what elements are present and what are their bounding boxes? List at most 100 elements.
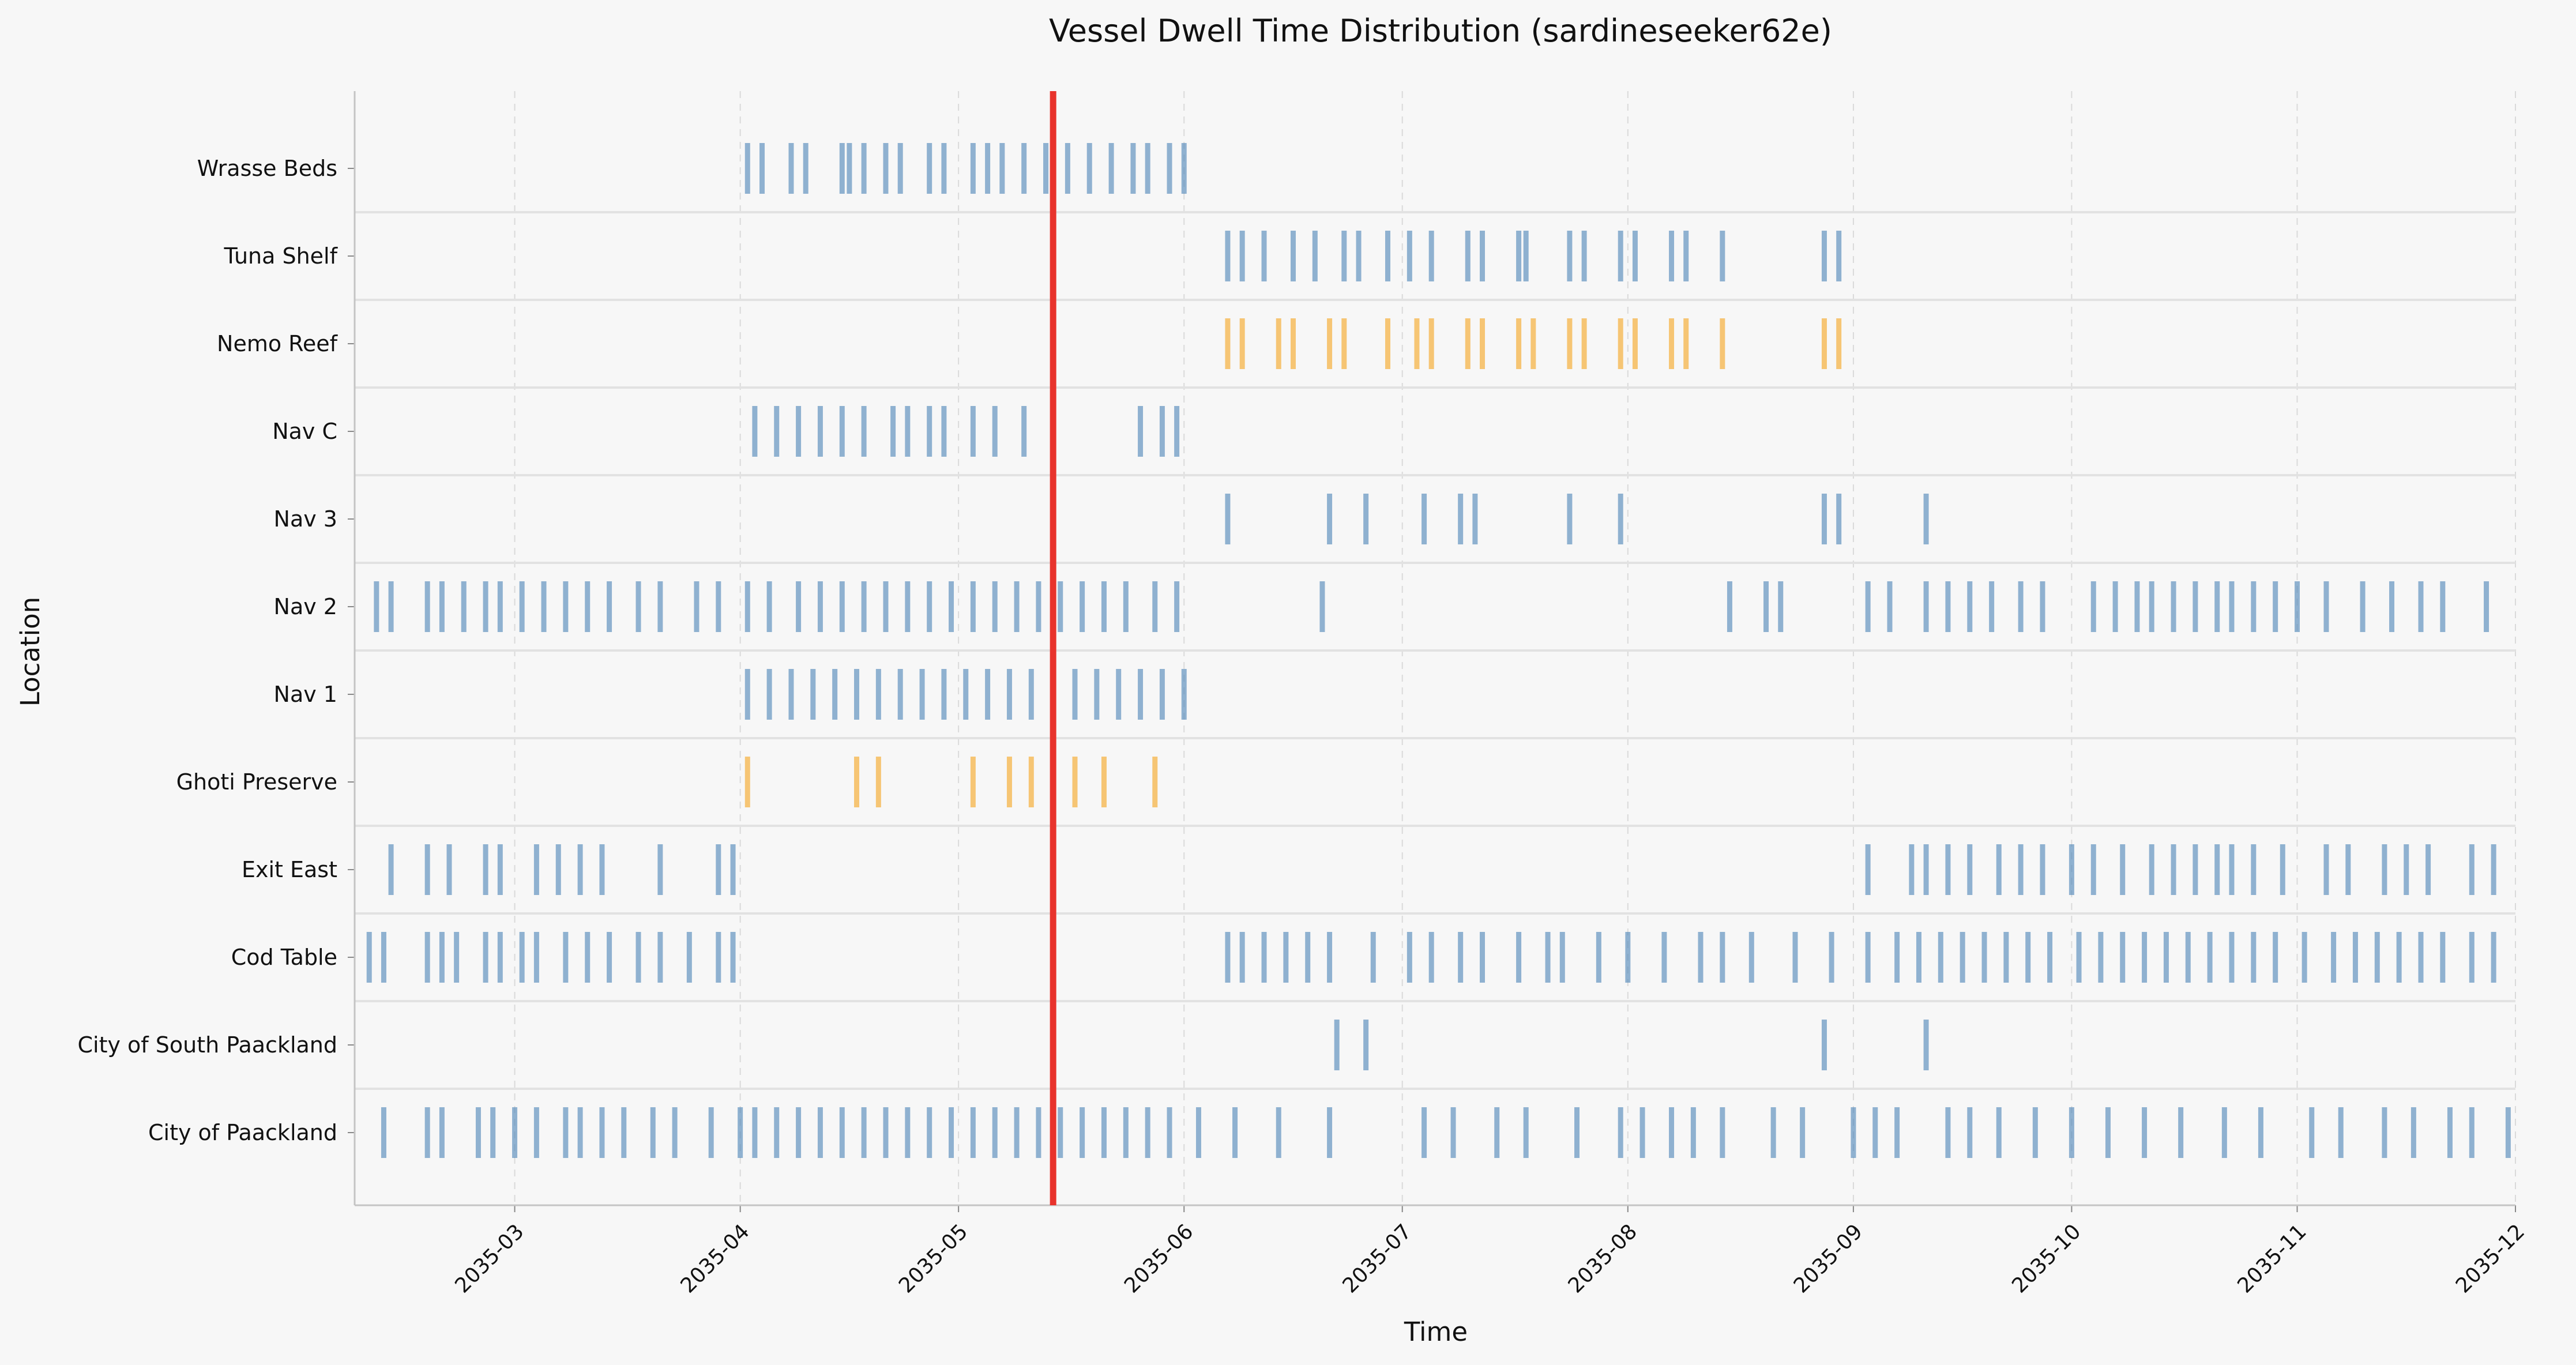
event-bar (2469, 932, 2475, 983)
event-bar (454, 932, 460, 983)
event-bar (1923, 1020, 1929, 1070)
event-bar (730, 844, 736, 895)
event-bar (1407, 932, 1412, 983)
event-bar (1632, 318, 1638, 369)
event-bar (439, 1107, 445, 1158)
event-bar (847, 143, 852, 194)
event-bar (2171, 844, 2176, 895)
event-bar (992, 1107, 998, 1158)
event-bar (744, 581, 750, 632)
event-bar (439, 581, 445, 632)
event-bar (1181, 669, 1187, 720)
event-bar (817, 581, 823, 632)
event-bar (949, 1107, 954, 1158)
event-bar (1967, 581, 1973, 632)
event-bar (1938, 932, 1943, 983)
event-bar (2447, 1107, 2453, 1158)
event-bar (1363, 494, 1369, 544)
event-bar (490, 1107, 496, 1158)
event-bar (1021, 143, 1027, 194)
location-labels: Wrasse Beds Tuna Shelf Nemo Reef Nav C Nav 3… (77, 156, 338, 1145)
event-bar (890, 406, 896, 457)
event-bar (1319, 581, 1325, 632)
event-bar (1559, 932, 1565, 983)
event-bar (875, 757, 881, 807)
event-bar (2273, 932, 2278, 983)
event-bar (366, 932, 372, 983)
event-bar (1145, 1107, 1150, 1158)
event-bar (2193, 581, 2198, 632)
event-bar (1181, 143, 1187, 194)
event-bar (2309, 1107, 2315, 1158)
event-bar (1138, 669, 1144, 720)
grid-lines (348, 91, 2516, 1212)
event-bar (1239, 231, 1245, 281)
event-bar (657, 581, 663, 632)
y-axis-label: Location (15, 597, 46, 706)
event-bar (744, 669, 750, 720)
event-bar (607, 581, 612, 632)
event-bar (1116, 669, 1122, 720)
event-bar (1261, 231, 1267, 281)
event-bar (2171, 581, 2176, 632)
event-bar (788, 669, 794, 720)
event-bar (897, 143, 903, 194)
event-bar (2047, 932, 2053, 983)
event-bar (2505, 1107, 2511, 1158)
event-bar (1028, 757, 1034, 807)
event-bar (2251, 844, 2257, 895)
event-bar (1465, 318, 1471, 369)
event-bar (533, 1107, 539, 1158)
event-bar (563, 1107, 569, 1158)
event-bar (949, 581, 954, 632)
event-bar (1341, 231, 1347, 281)
event-bar (861, 1107, 867, 1158)
event-bar (2076, 932, 2082, 983)
event-bar (1894, 1107, 1900, 1158)
event-bar (1618, 318, 1623, 369)
event-bar (657, 932, 663, 983)
event-bar (512, 1107, 518, 1158)
event-bar (2018, 581, 2024, 632)
event-bar (1421, 1107, 1427, 1158)
event-bar (2112, 581, 2118, 632)
event-bar (1516, 932, 1522, 983)
event-bar (817, 406, 823, 457)
event-bar (1821, 318, 1827, 369)
event-bar (1821, 494, 1827, 544)
event-bar (861, 581, 867, 632)
location-label: Wrasse Beds (197, 156, 337, 181)
event-bar (533, 932, 539, 983)
event-bar (1195, 1107, 1201, 1158)
event-bar (563, 932, 569, 983)
event-bar (941, 669, 947, 720)
event-bar (2360, 581, 2366, 632)
event-bar (2090, 581, 2096, 632)
event-bar (1225, 318, 1231, 369)
event-bar (1167, 1107, 1172, 1158)
event-bar (1829, 932, 1834, 983)
event-bar (1720, 932, 1725, 983)
event-bar (1159, 669, 1165, 720)
event-bar (461, 581, 467, 632)
event-bar (985, 669, 991, 720)
event-bar (2090, 844, 2096, 895)
event-bar (1407, 231, 1412, 281)
event-bar (1080, 581, 1085, 632)
event-bar (1334, 1020, 1340, 1070)
event-bar (2229, 932, 2235, 983)
event-bar (1123, 581, 1129, 632)
event-bar (621, 1107, 627, 1158)
event-bar (1006, 669, 1012, 720)
event-bar (1152, 581, 1158, 632)
event-bar (483, 844, 488, 895)
event-bar (1894, 932, 1900, 983)
event-bar (1465, 231, 1471, 281)
event-bar (2149, 581, 2154, 632)
event-bar (759, 143, 765, 194)
event-bar (483, 581, 488, 632)
event-bar (1669, 1107, 1675, 1158)
event-bar (577, 844, 583, 895)
event-bar (1101, 1107, 1107, 1158)
event-bar (2382, 844, 2387, 895)
